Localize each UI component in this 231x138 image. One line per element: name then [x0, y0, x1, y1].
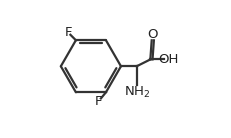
Text: O: O — [148, 28, 158, 41]
Text: NH$_2$: NH$_2$ — [124, 84, 151, 99]
Text: OH: OH — [159, 53, 179, 66]
Text: F: F — [65, 26, 72, 39]
Text: F: F — [95, 95, 102, 108]
